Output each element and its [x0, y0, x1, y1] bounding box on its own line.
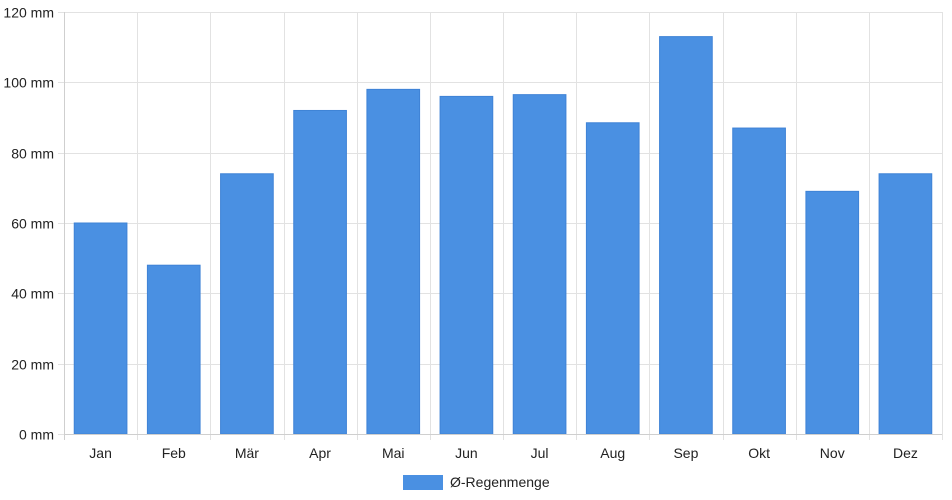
y-tick-label: 40 mm	[11, 286, 54, 302]
bar-Okt[interactable]	[732, 127, 786, 435]
x-tick-label: Sep	[673, 445, 698, 461]
x-tick-label: Jul	[531, 445, 549, 461]
x-tick-label: Dez	[893, 445, 918, 461]
grid-lines	[58, 12, 943, 440]
bars	[73, 36, 933, 435]
y-tick-label: 20 mm	[11, 357, 54, 373]
y-tick-label: 120 mm	[3, 5, 54, 21]
y-tick-label: 80 mm	[11, 146, 54, 162]
bar-Feb[interactable]	[146, 264, 201, 435]
axes	[64, 12, 942, 440]
y-tick-label: 60 mm	[11, 216, 54, 232]
bar-Jan[interactable]	[73, 222, 128, 435]
bar-Apr[interactable]	[293, 109, 347, 435]
bar-Jun[interactable]	[439, 95, 494, 435]
y-tick-label: 0 mm	[19, 427, 54, 443]
x-tick-label: Aug	[600, 445, 625, 461]
bar-Dez[interactable]	[878, 173, 933, 435]
bar-Nov[interactable]	[805, 190, 860, 435]
bar-Jul[interactable]	[512, 94, 567, 435]
bar-Mär[interactable]	[220, 173, 274, 435]
legend-label[interactable]: Ø-Regenmenge	[450, 474, 550, 490]
x-tick-label: Jan	[89, 445, 112, 461]
legend[interactable]: Ø-Regenmenge	[403, 474, 550, 490]
x-tick-label: Feb	[162, 445, 186, 461]
bar-Mai[interactable]	[366, 88, 421, 435]
legend-swatch[interactable]	[403, 475, 443, 490]
x-tick-label: Nov	[820, 445, 845, 461]
bar-Aug[interactable]	[585, 122, 640, 435]
y-tick-label: 100 mm	[3, 75, 54, 91]
x-tick-label: Mär	[235, 445, 259, 461]
x-tick-labels: Jan Feb Mär Apr Mai Jun Jul Aug Sep Okt Nov Dez	[89, 445, 918, 461]
x-tick-label: Jun	[455, 445, 478, 461]
bar-Sep[interactable]	[659, 36, 713, 435]
x-tick-label: Apr	[309, 445, 331, 461]
x-tick-label: Mai	[382, 445, 405, 461]
x-tick-label: Okt	[748, 445, 770, 461]
y-tick-labels: 0 mm 20 mm 40 mm 60 mm 80 mm 100 mm 120 mm	[3, 5, 54, 443]
